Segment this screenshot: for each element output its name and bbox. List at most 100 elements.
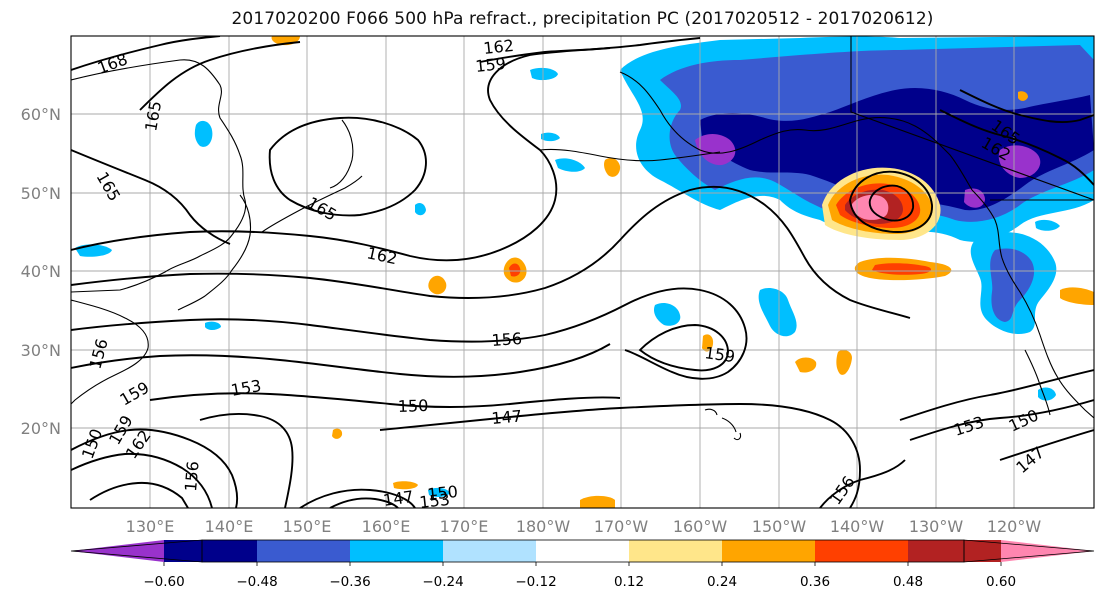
colorbar-tick-label: 0.48 [893, 574, 923, 590]
colorbar: −0.60 −0.48 −0.36 −0.24 −0.12 0.12 0.24 0.36 0.4… [70, 539, 1095, 590]
lon-label: 140°W [830, 517, 885, 536]
contour-south-low-2 [329, 497, 399, 508]
contour-low-ring-2 [868, 184, 915, 222]
contour-156-main [71, 287, 748, 380]
neg-patch-5 [530, 67, 558, 81]
map-frame [70, 35, 1095, 509]
colorbar-swatch [908, 540, 1002, 562]
pos-patch-7 [604, 158, 621, 177]
coast-bc-border [850, 36, 1094, 201]
neg-patch-9 [428, 487, 450, 498]
contour-low-ring-1 [849, 170, 933, 233]
pos-patch-10 [393, 481, 418, 490]
contour-east-153 [899, 369, 1094, 421]
colorbar-tick-label: 0.60 [986, 574, 1016, 590]
neg-patch-4 [654, 303, 681, 326]
neg-region-purple [695, 134, 736, 166]
pos-patch-3-core [872, 263, 932, 275]
colorbar-swatch [629, 540, 723, 562]
colorbar-tick-label: 0.24 [707, 574, 737, 590]
contour-label: 162 [482, 36, 514, 58]
contour-147-main [379, 403, 861, 508]
colorbar-tick-label: 0.12 [614, 574, 644, 590]
pos-patch-2 [428, 275, 447, 295]
neg-patch-3 [758, 288, 797, 337]
contour-165-north [139, 41, 301, 111]
pos-patch-5 [580, 495, 615, 508]
contour-sw-1 [71, 428, 239, 508]
coast-asia-south [71, 299, 149, 405]
coast-baja [1024, 349, 1051, 416]
lon-labels: 130°E 140°E 150°E 160°E 170°E 180°W 170°… [126, 517, 1042, 536]
colorbar-swatch [443, 540, 537, 562]
neg-patch-10 [555, 158, 585, 172]
pos-patch-13 [332, 428, 343, 439]
contour-sw-4 [199, 412, 294, 508]
contour-label: 153 [418, 490, 450, 512]
contour-162-east [939, 109, 1094, 186]
contour-label: 147 [382, 487, 415, 510]
contour-east-150 [909, 399, 1094, 441]
neg-region-dark-blue [700, 88, 1094, 211]
colorbar-swatch [536, 540, 630, 562]
colorbar-swatches [71, 540, 1094, 562]
lon-label: 150°E [283, 517, 332, 536]
contour-label: 156 [491, 329, 523, 350]
colorbar-tick-label: −0.48 [236, 574, 277, 590]
neg-patch-1 [194, 120, 213, 147]
pos-patch-4 [836, 350, 852, 375]
colorbar-swatch [71, 540, 164, 562]
contour-150 [149, 392, 621, 408]
pos-patch-8 [795, 357, 817, 373]
lon-label: 150°W [752, 517, 807, 536]
colorbar-swatch [257, 540, 351, 562]
contour-label: 159 [703, 343, 736, 366]
contour-165-ring [268, 116, 427, 217]
map-content: 168 162 159 165 165 165 162 165 162 156 … [71, 36, 1094, 512]
pos-patch-12 [1018, 91, 1028, 101]
colorbar-swatch [350, 540, 444, 562]
coast-japan [177, 194, 252, 311]
contour-168 [71, 36, 221, 71]
lat-label: 40°N [21, 262, 61, 281]
lon-label: 170°E [440, 517, 489, 536]
lon-label: 120°W [987, 517, 1042, 536]
contour-165-east [959, 89, 1094, 123]
neg-patch-6 [541, 132, 560, 142]
colorbar-tick-label: 0.36 [800, 574, 830, 590]
coast-kuril [261, 175, 363, 233]
lon-label: 160°E [362, 517, 411, 536]
contour-153 [71, 343, 611, 378]
colorbar-tick-label: −0.36 [329, 574, 370, 590]
contour-east-147 [999, 429, 1094, 461]
lat-labels: 60°N 50°N 40°N 30°N 20°N [21, 105, 61, 438]
lat-label: 50°N [21, 184, 61, 203]
contour-159-main [71, 185, 911, 319]
lon-label: 180°W [516, 517, 571, 536]
contour-sw-3 [89, 481, 189, 508]
contour-label: 150 [397, 396, 428, 416]
coast-hawaii [704, 408, 742, 441]
map-title: 2017020200 F066 500 hPa refract., precip… [231, 9, 934, 29]
coast-alaska [619, 71, 973, 191]
colorbar-swatch [722, 540, 816, 562]
lon-label: 130°W [909, 517, 964, 536]
lat-label: 20°N [21, 419, 61, 438]
colorbar-swatch [1001, 540, 1094, 562]
neg-patch-11 [1035, 219, 1060, 231]
contour-159-loop [638, 324, 729, 372]
pos-patch-1-core [509, 263, 521, 277]
contour-sw-2 [71, 452, 213, 508]
colorbar-tick-label: −0.60 [143, 574, 184, 590]
pos-patch-9 [1060, 287, 1094, 305]
contour-label: 159 [474, 54, 506, 76]
neg-region-westcoast-inner [990, 248, 1035, 322]
neg-patch-8 [415, 202, 426, 216]
colorbar-ticks: −0.60 −0.48 −0.36 −0.24 −0.12 0.12 0.24 0.36 0.4… [143, 562, 1016, 590]
coast-aleutians [539, 148, 721, 162]
neg-patch-12 [205, 321, 221, 330]
coast-asia-east [71, 59, 247, 293]
colorbar-swatch [815, 540, 909, 562]
